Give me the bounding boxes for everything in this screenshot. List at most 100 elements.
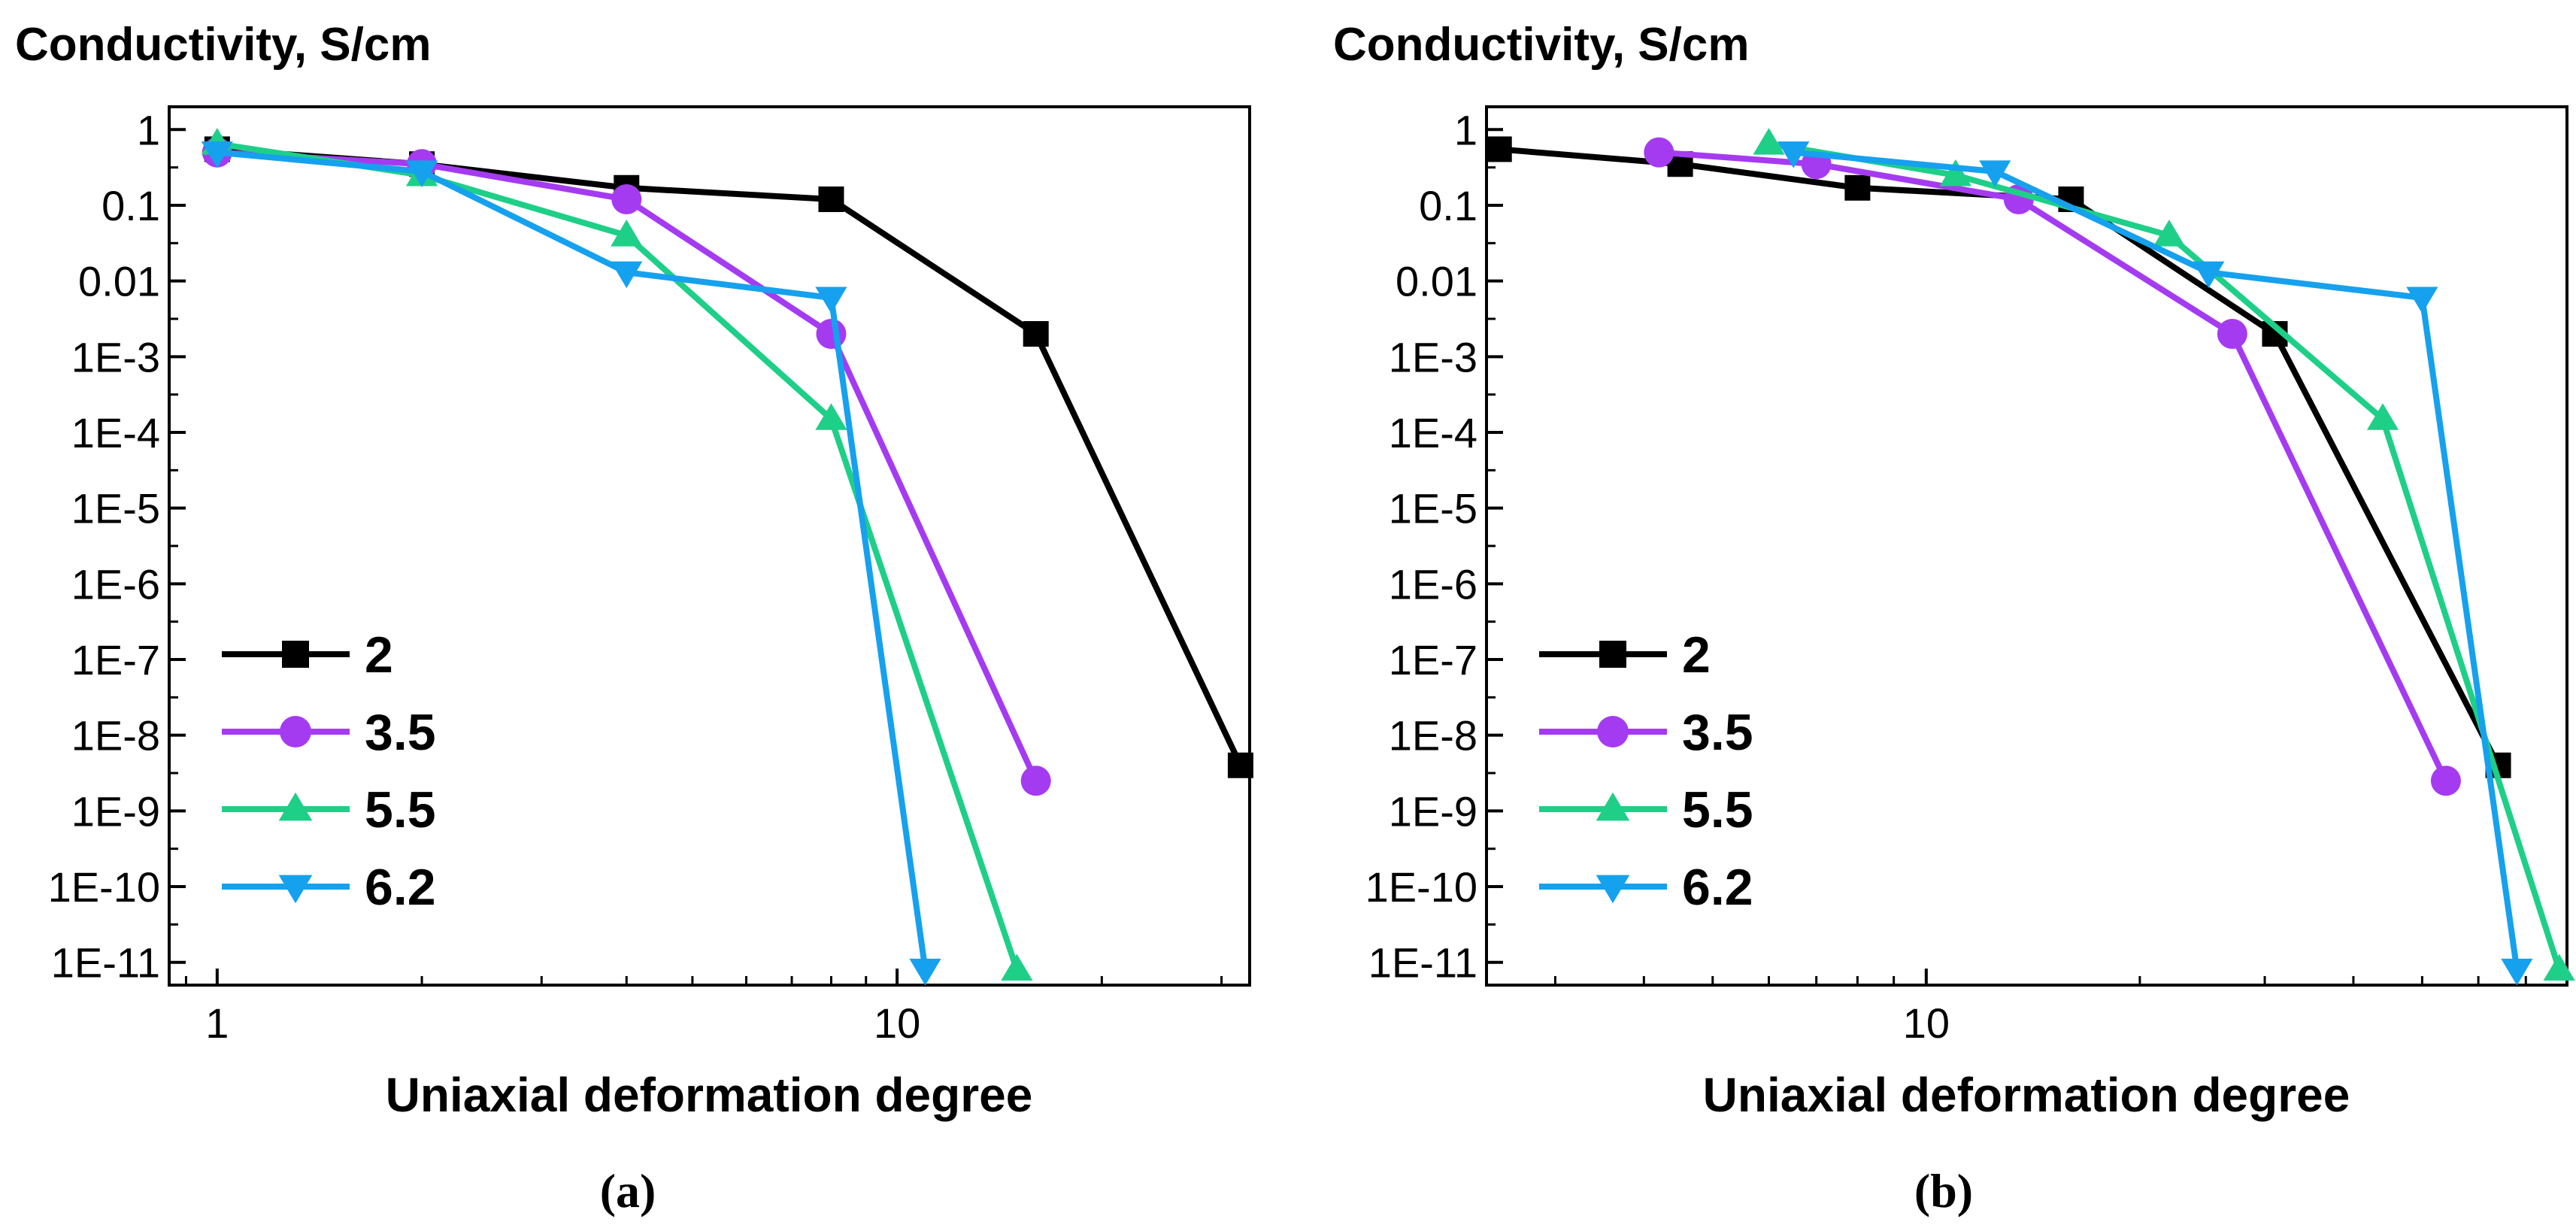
data-point <box>201 141 233 168</box>
panel-a-title: Conductivity, S/cm <box>15 19 432 71</box>
x-tick-label: 10 <box>874 999 920 1047</box>
panel-a: Conductivity, S/cm 10.10.011E-31E-41E-51… <box>15 19 1253 1217</box>
y-tick-label: 1E-9 <box>71 787 160 835</box>
panel-a-x-axis: 1 10 <box>184 969 1223 1047</box>
y-tick-label: 1E-8 <box>1389 712 1477 760</box>
y-tick-label: 1E-6 <box>71 560 160 608</box>
legend-label: 5.5 <box>365 781 436 838</box>
data-point <box>1486 136 1512 162</box>
data-point <box>816 319 847 350</box>
data-point <box>611 261 643 289</box>
series-line <box>1499 146 2502 767</box>
series-line <box>1659 149 2449 783</box>
panel-b: Conductivity, S/cm 1 0.1 0.01 1E-3 1E-4 1E-5 1… <box>1333 19 2575 1217</box>
data-point <box>2501 958 2533 986</box>
data-point <box>2217 319 2247 350</box>
y-tick-label: 0.01 <box>78 258 160 305</box>
series-line <box>217 149 1039 782</box>
data-point <box>2543 954 2575 981</box>
legend-entry: 5.5 <box>222 781 436 838</box>
y-tick-label: 1E-3 <box>1389 333 1477 381</box>
legend-label: 3.5 <box>365 704 436 761</box>
y-tick-label: 1 <box>137 106 160 153</box>
panel-b-x-axis: 10 <box>1553 969 2568 1047</box>
panel-b-plot-frame <box>1485 105 2568 987</box>
series-2 <box>1486 136 2511 778</box>
series-6-2 <box>1777 141 2533 986</box>
series-5-5 <box>1753 128 2575 981</box>
series-3-5 <box>1644 137 2461 796</box>
legend-marker <box>1596 875 1630 904</box>
y-tick-label: 1E-11 <box>51 939 160 987</box>
panel-b-y-axis: 1 0.1 0.01 1E-3 1E-4 1E-5 1E-6 1E-7 1E-8 1E-9 1E-1… <box>1365 106 1503 987</box>
data-point <box>909 958 941 986</box>
panel-b-series <box>1486 128 2575 986</box>
series-2 <box>204 136 1253 778</box>
panel-b-xlabel: Uniaxial deformation degree <box>1703 1068 2350 1122</box>
legend-marker <box>278 875 313 904</box>
y-tick-label: 1E-8 <box>71 712 160 760</box>
series-line <box>217 149 929 971</box>
panel-a-legend: 2 3.5 5.5 6.2 <box>222 626 436 916</box>
panel-a-y-axis: 1 0.1 0.01 1E-3 1E-4 1E-5 1E-6 1E-7 1E-8 1E-9 1E-1… <box>48 106 186 987</box>
legend-label: 5.5 <box>1682 781 1753 838</box>
data-point <box>1023 321 1049 347</box>
legend-marker <box>1599 641 1626 668</box>
y-tick-label: 1 <box>1454 106 1477 153</box>
y-tick-label: 0.1 <box>102 182 160 229</box>
y-tick-label: 1E-7 <box>1389 636 1477 684</box>
data-point <box>815 403 847 430</box>
data-point <box>1844 174 1871 201</box>
legend-entry: 6.2 <box>222 859 436 916</box>
data-point <box>2430 766 2461 796</box>
legend-entry: 2 <box>222 626 393 684</box>
y-tick-label: 1E-5 <box>1389 485 1477 532</box>
panel-b-caption: (b) <box>1914 1164 1973 1217</box>
legend-label: 6.2 <box>1682 859 1753 916</box>
data-point <box>1777 141 1810 168</box>
data-point <box>818 186 844 213</box>
legend-label: 2 <box>1682 626 1711 684</box>
panel-b-title: Conductivity, S/cm <box>1333 19 1750 71</box>
legend-marker <box>282 641 309 668</box>
data-point <box>2153 220 2186 247</box>
legend-label: 2 <box>365 626 393 684</box>
y-tick-label: 1E-4 <box>1389 409 1477 456</box>
legend-entry: 3.5 <box>222 704 436 761</box>
panel-a-caption: (a) <box>600 1164 656 1217</box>
legend-marker <box>1597 716 1629 747</box>
data-point <box>611 220 643 247</box>
y-tick-label: 1E-7 <box>71 636 160 684</box>
legend-marker <box>278 792 313 821</box>
legend-entry: 3.5 <box>1539 704 1753 761</box>
y-tick-label: 1E-10 <box>1365 863 1477 911</box>
panel-b-legend: 2 3.5 5.5 6.2 <box>1539 626 1753 916</box>
y-tick-label: 1E-4 <box>71 409 160 456</box>
legend-entry: 5.5 <box>1539 781 1753 838</box>
legend-entry: 6.2 <box>1539 859 1753 916</box>
legend-label: 6.2 <box>365 859 436 916</box>
data-point <box>1753 128 1785 155</box>
x-tick-label: 1 <box>205 999 229 1047</box>
x-tick-label: 10 <box>1903 999 1950 1047</box>
series-line <box>1768 141 2562 971</box>
y-tick-label: 0.01 <box>1396 258 1477 305</box>
data-point <box>1979 160 2011 187</box>
legend-label: 3.5 <box>1682 704 1753 761</box>
data-point <box>1227 752 1253 778</box>
y-tick-label: 1E-5 <box>71 485 160 532</box>
data-point <box>2193 261 2225 289</box>
panel-a-plot-frame <box>168 105 1251 987</box>
series-line <box>1793 149 2520 971</box>
data-point <box>405 160 438 187</box>
y-tick-label: 1E-3 <box>71 333 160 381</box>
y-tick-label: 0.1 <box>1419 182 1477 229</box>
legend-marker <box>1596 792 1630 821</box>
data-point <box>611 184 642 215</box>
y-tick-label: 1E-10 <box>48 863 160 911</box>
panel-a-xlabel: Uniaxial deformation degree <box>386 1068 1033 1122</box>
data-point <box>1644 137 1674 168</box>
panel-a-series <box>201 128 1253 986</box>
